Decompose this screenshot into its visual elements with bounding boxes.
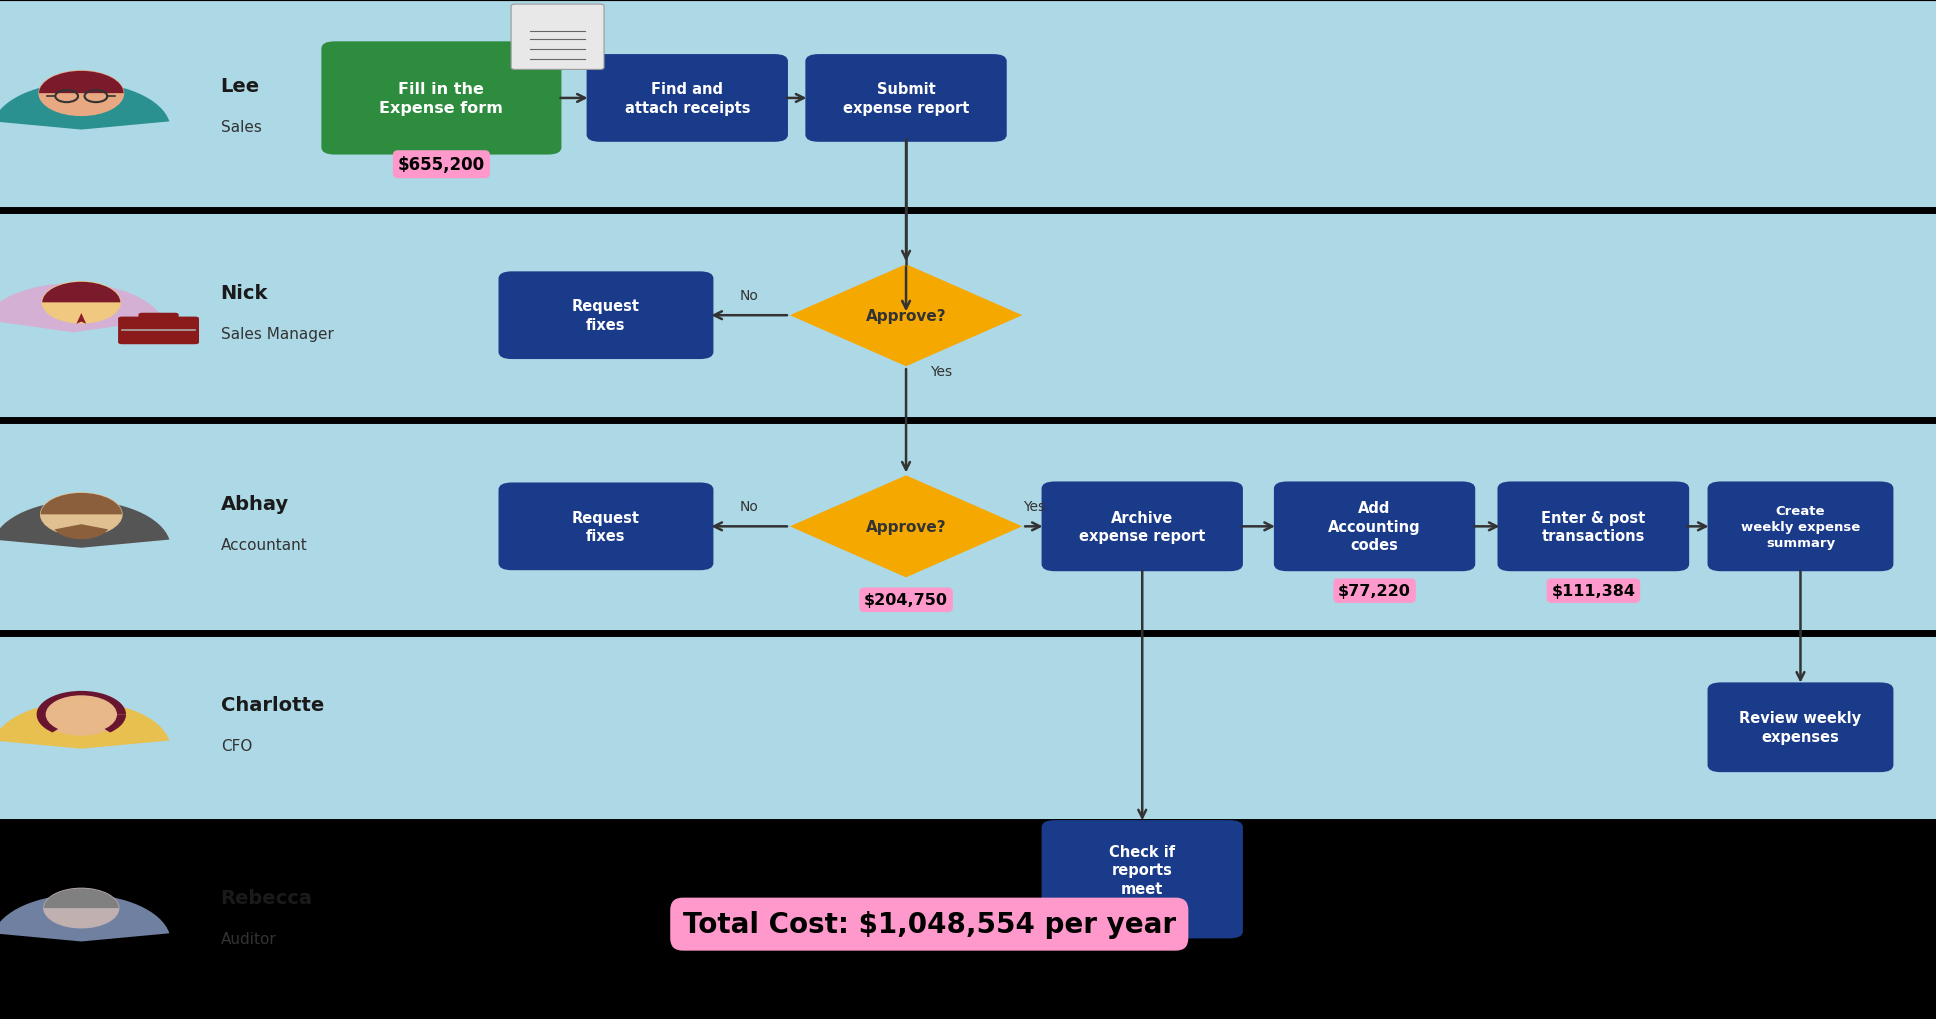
Wedge shape (0, 895, 168, 942)
Wedge shape (0, 501, 168, 548)
Text: Find and
attach receipts: Find and attach receipts (625, 83, 749, 115)
Text: Rebecca: Rebecca (221, 889, 314, 907)
Text: Total Cost: $1,048,554 per year: Total Cost: $1,048,554 per year (683, 910, 1175, 938)
FancyBboxPatch shape (805, 55, 1007, 143)
Text: Create
weekly expense
summary: Create weekly expense summary (1740, 504, 1860, 549)
Text: No: No (740, 288, 759, 303)
Circle shape (43, 282, 120, 324)
Wedge shape (0, 702, 168, 749)
Text: Approve?: Approve? (865, 520, 947, 534)
FancyBboxPatch shape (587, 55, 788, 143)
Polygon shape (790, 265, 1022, 367)
Text: Auditor: Auditor (221, 931, 277, 946)
Text: Submit
expense report: Submit expense report (842, 83, 970, 115)
Text: Approve?: Approve? (865, 309, 947, 323)
Text: Add
Accounting
codes: Add Accounting codes (1328, 500, 1421, 553)
FancyBboxPatch shape (0, 0, 1936, 822)
FancyBboxPatch shape (118, 317, 199, 344)
Circle shape (39, 71, 124, 116)
Text: $655,200: $655,200 (397, 156, 486, 174)
Text: $77,220: $77,220 (1338, 584, 1411, 598)
Circle shape (45, 889, 118, 928)
Text: Check if
reports
meet
compliance: Check if reports meet compliance (1096, 844, 1189, 915)
Text: Request
fixes: Request fixes (571, 511, 641, 543)
Polygon shape (790, 476, 1022, 578)
Wedge shape (0, 284, 163, 333)
Text: Abhay: Abhay (221, 495, 288, 514)
Circle shape (41, 493, 122, 536)
Text: Sales Manager: Sales Manager (221, 327, 333, 341)
Wedge shape (43, 282, 120, 303)
Text: Request
fixes: Request fixes (571, 300, 641, 332)
Text: Yes: Yes (929, 365, 953, 379)
FancyBboxPatch shape (499, 272, 712, 360)
Wedge shape (37, 691, 126, 733)
FancyBboxPatch shape (499, 483, 712, 571)
Wedge shape (45, 889, 118, 908)
FancyBboxPatch shape (1042, 820, 1243, 938)
Text: $111,384: $111,384 (1551, 584, 1636, 598)
Text: Review weekly
expenses: Review weekly expenses (1739, 711, 1862, 744)
Text: Accountant: Accountant (221, 538, 308, 552)
Text: Archive
expense report: Archive expense report (1078, 511, 1206, 543)
Text: CFO: CFO (221, 739, 252, 753)
FancyBboxPatch shape (0, 822, 1936, 1019)
Text: Fill in the
Expense form: Fill in the Expense form (379, 83, 503, 115)
Wedge shape (81, 714, 126, 733)
Polygon shape (76, 314, 87, 324)
Wedge shape (39, 71, 124, 94)
FancyBboxPatch shape (1274, 482, 1475, 572)
Wedge shape (54, 525, 108, 540)
Wedge shape (0, 84, 168, 130)
FancyBboxPatch shape (1498, 482, 1688, 572)
Circle shape (43, 694, 120, 736)
FancyBboxPatch shape (1042, 482, 1243, 572)
Text: No: No (740, 499, 759, 514)
Wedge shape (41, 493, 122, 515)
Text: Lee: Lee (221, 77, 259, 96)
FancyBboxPatch shape (511, 5, 604, 70)
Text: Charlotte: Charlotte (221, 696, 323, 714)
Text: Sales: Sales (221, 120, 261, 135)
FancyBboxPatch shape (1708, 482, 1893, 572)
Circle shape (46, 696, 116, 733)
FancyBboxPatch shape (1708, 683, 1893, 772)
Text: $204,750: $204,750 (863, 593, 949, 607)
Text: Enter & post
transactions: Enter & post transactions (1541, 511, 1646, 543)
Text: Nick: Nick (221, 284, 267, 303)
Text: Yes: Yes (1022, 499, 1045, 514)
FancyBboxPatch shape (321, 42, 561, 155)
FancyBboxPatch shape (139, 314, 178, 325)
